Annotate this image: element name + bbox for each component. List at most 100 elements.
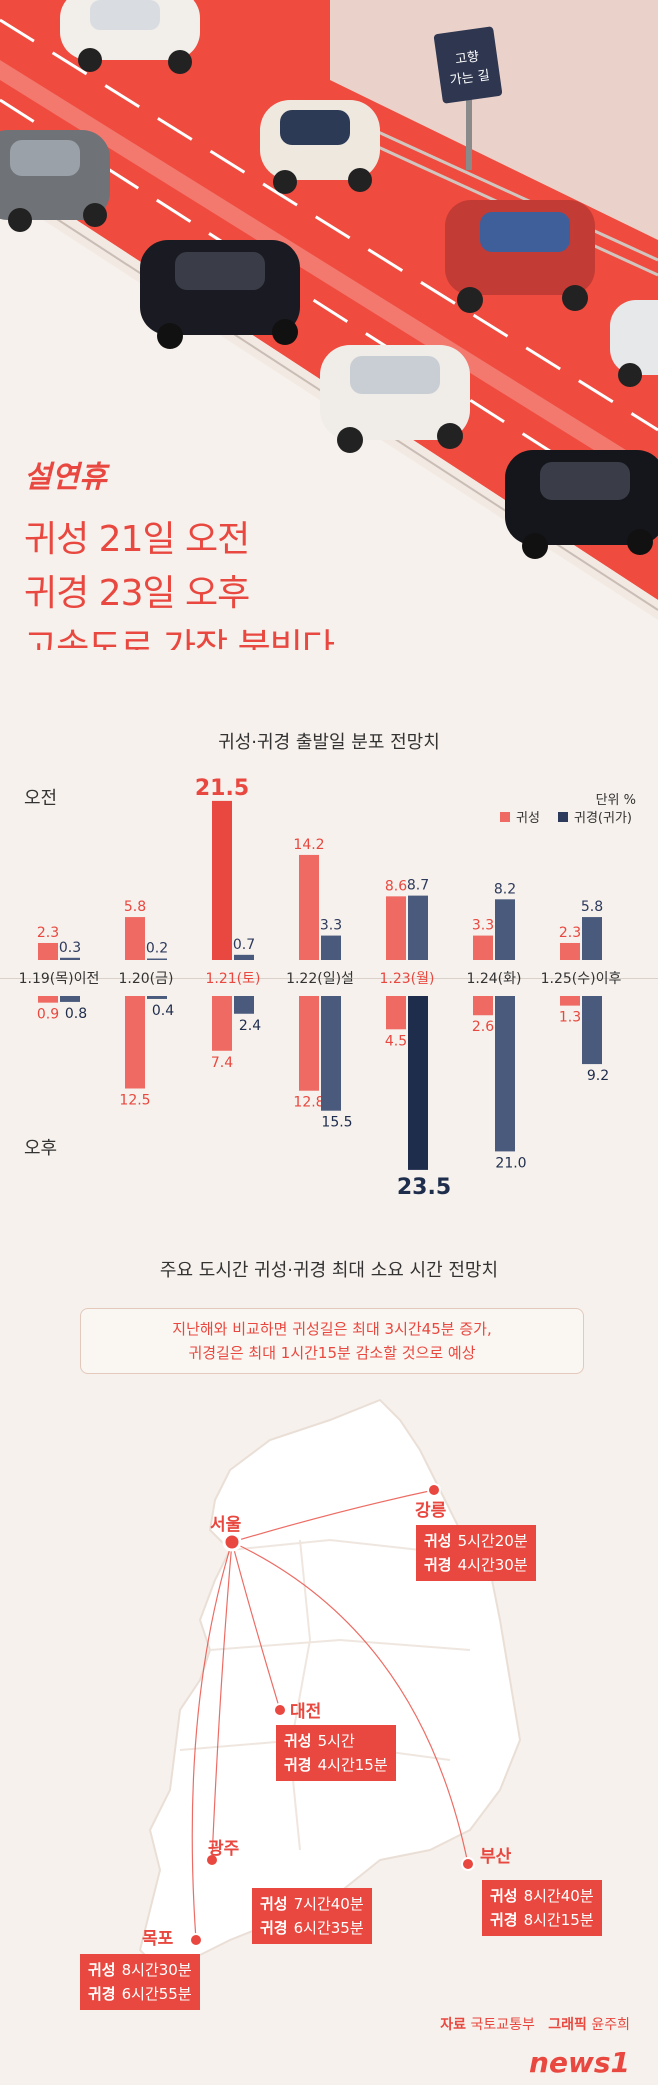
value: 8시간40분 (523, 1887, 594, 1905)
bar-pm-homeward (560, 996, 580, 1006)
label: 귀성 (490, 1887, 518, 1905)
gangneung-marker (427, 1483, 441, 1497)
gwangju-marker (205, 1853, 219, 1867)
bar-am-return (60, 957, 80, 960)
car-white-middle (320, 345, 470, 453)
value-pm-homeward: 7.4 (211, 1055, 233, 1071)
value-pm-homeward: 12.5 (119, 1093, 150, 1109)
bar-am-return (147, 958, 167, 960)
comparison-note: 지난해와 비교하면 귀성길은 최대 3시간45분 증가, 귀경길은 최대 1시간… (80, 1308, 584, 1374)
category-label: 1.25(수)이후 (541, 971, 622, 987)
value-am-return: 3.3 (320, 918, 342, 934)
value-am-return: 8.7 (407, 878, 429, 894)
road-lane (0, 60, 658, 490)
peninsula-shape (138, 1398, 522, 1972)
departure-distribution-chart: 오전 오후 단위 % 귀성 귀경(귀가) 2.30.31.19(목)이전0.9 0… (0, 776, 658, 1200)
label: 귀경 (490, 1911, 518, 1929)
bar-am-homeward (125, 917, 145, 960)
category-label: 1.21(토) (206, 971, 261, 987)
city-seoul: 서울 (210, 1515, 242, 1535)
legend-homeward-swatch (500, 812, 510, 822)
category-label: 1.24(화) (467, 971, 522, 987)
time-box-mokpo: 귀성 8시간30분 귀경 6시간55분 (80, 1954, 200, 2010)
category-label: 1.23(월) (380, 971, 435, 987)
label: 귀성 (88, 1961, 116, 1979)
value-am-return: 8.2 (494, 881, 516, 897)
sign-board (433, 26, 503, 104)
value-am-homeward: 14.2 (293, 837, 324, 853)
legend-homeward-label: 귀성 (516, 811, 540, 826)
city-mokpo: 목포 (142, 1929, 174, 1949)
label: 귀경 (260, 1919, 288, 1937)
label: 귀성 (284, 1732, 312, 1750)
value-pm-return: 15.5 (321, 1115, 352, 1131)
value: 6시간55분 (121, 1985, 192, 2003)
news1-logo: news1 (529, 2046, 630, 2079)
value-am-return: 5.8 (581, 899, 603, 915)
bar-am-homeward (473, 935, 493, 960)
car-silver-right (610, 300, 658, 387)
bar-pm-homeward (38, 996, 58, 1003)
car-red (445, 200, 595, 313)
value-pm-homeward: 1.3 (559, 1010, 581, 1026)
value: 5시간 (317, 1732, 355, 1750)
bar-pm-return (321, 996, 341, 1111)
headline-line3: 고속도로 가장 붐빈다 (24, 627, 335, 650)
graphic-label: 그래픽 (548, 2017, 587, 2033)
value-pm-homeward: 12.8 (293, 1095, 324, 1111)
graphic-value: 윤주희 (591, 2017, 630, 2033)
label: 귀성 (424, 1532, 452, 1550)
label: 귀경 (88, 1985, 116, 2003)
value-pm-return: 9.2 (587, 1068, 609, 1084)
label: 귀경 (284, 1756, 312, 1774)
chart-title: 귀성·귀경 출발일 분포 전망치 (218, 732, 440, 753)
value-am-return: 0.7 (233, 937, 255, 953)
bar-am-return (234, 954, 254, 960)
province-lines (179, 1538, 471, 1851)
bar-pm-return (582, 996, 602, 1065)
unit-label: 단위 % (596, 793, 636, 808)
category-label: 1.19(목)이전 (19, 971, 100, 987)
note-line1: 지난해와 비교하면 귀성길은 최대 3시간45분 증가, (172, 1320, 492, 1338)
category-label: 1.22(일)설 (286, 971, 354, 987)
bar-am-homeward (299, 854, 319, 960)
source-value: 국토교통부 (470, 2017, 535, 2033)
value-am-homeward: 21.5 (195, 776, 249, 801)
value-pm-return: 23.5 (397, 1175, 451, 1200)
bar-am-homeward (386, 896, 406, 960)
car-gray (0, 130, 110, 232)
time-box-busan: 귀성 8시간40분 귀경 8시간15분 (482, 1880, 602, 1936)
value: 8시간30분 (121, 1961, 192, 1979)
bar-am-return (582, 917, 602, 960)
headline-line1: 귀성 21일 오전 (24, 519, 250, 560)
value: 4시간30분 (457, 1556, 528, 1574)
bar-pm-homeward (125, 996, 145, 1089)
bar-pm-return (495, 996, 515, 1152)
am-label: 오전 (24, 788, 57, 809)
busan-marker (461, 1857, 475, 1871)
value-pm-homeward: 4.5 (385, 1033, 407, 1049)
car-black-right (505, 450, 658, 559)
chart-bars: 2.30.31.19(목)이전0.9 0.85.80.21.20(금)12.50.… (19, 776, 622, 1200)
lane-marking-2 (0, 18, 658, 432)
sign-line1: 고향 (454, 49, 480, 67)
value: 4시간15분 (317, 1756, 388, 1774)
route-lines (191, 1489, 469, 1941)
car-white-top-left (60, 0, 200, 74)
value-pm-homeward: 2.6 (472, 1019, 494, 1035)
value-pm-homeward: 0.9 (37, 1007, 59, 1023)
value-pm-return: 0.4 (152, 1003, 174, 1019)
bar-pm-homeward (473, 996, 493, 1016)
seoul-marker (222, 1532, 242, 1552)
value: 8시간15분 (523, 1911, 594, 1929)
bar-pm-homeward (299, 996, 319, 1091)
bar-am-return (408, 895, 428, 960)
bar-pm-return (60, 996, 80, 1002)
bar-am-homeward (212, 800, 232, 960)
bar-pm-return (408, 996, 428, 1170)
bar-pm-return (234, 996, 254, 1014)
daejeon-marker (273, 1703, 287, 1717)
value-pm-return: 21.0 (495, 1155, 526, 1171)
time-box-gangneung: 귀성 5시간20분 귀경 4시간30분 (416, 1525, 536, 1581)
value-am-homeward: 2.3 (559, 925, 581, 941)
